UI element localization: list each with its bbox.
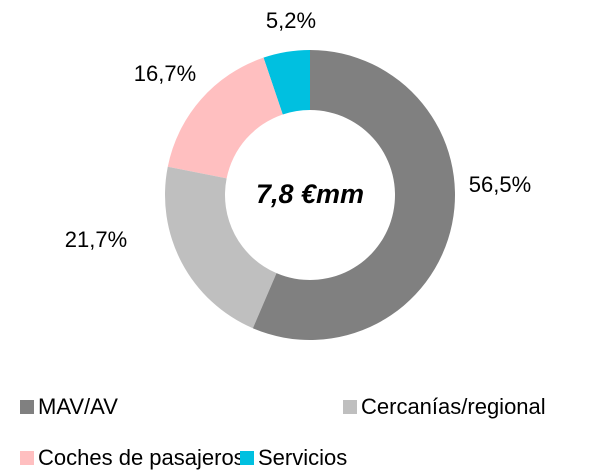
data-label: 5,2% [266, 8, 316, 33]
donut-slice [167, 57, 283, 179]
legend-label: Coches de pasajeros [38, 445, 245, 470]
legend-label: Cercanías/regional [361, 394, 546, 419]
legend-swatch [20, 451, 34, 465]
donut-slice [252, 50, 455, 340]
legend-label: Servicios [258, 445, 347, 470]
legend-label: MAV/AV [38, 394, 118, 419]
center-label: 7,8 €mm [256, 179, 364, 209]
data-label: 56,5% [469, 172, 531, 197]
donut-slice [263, 50, 310, 115]
data-label: 21,7% [65, 227, 127, 252]
legend-swatch [240, 451, 254, 465]
donut-slice [164, 166, 277, 329]
legend-swatch [343, 400, 357, 414]
data-label: 16,7% [134, 61, 196, 86]
legend-swatch [20, 400, 34, 414]
